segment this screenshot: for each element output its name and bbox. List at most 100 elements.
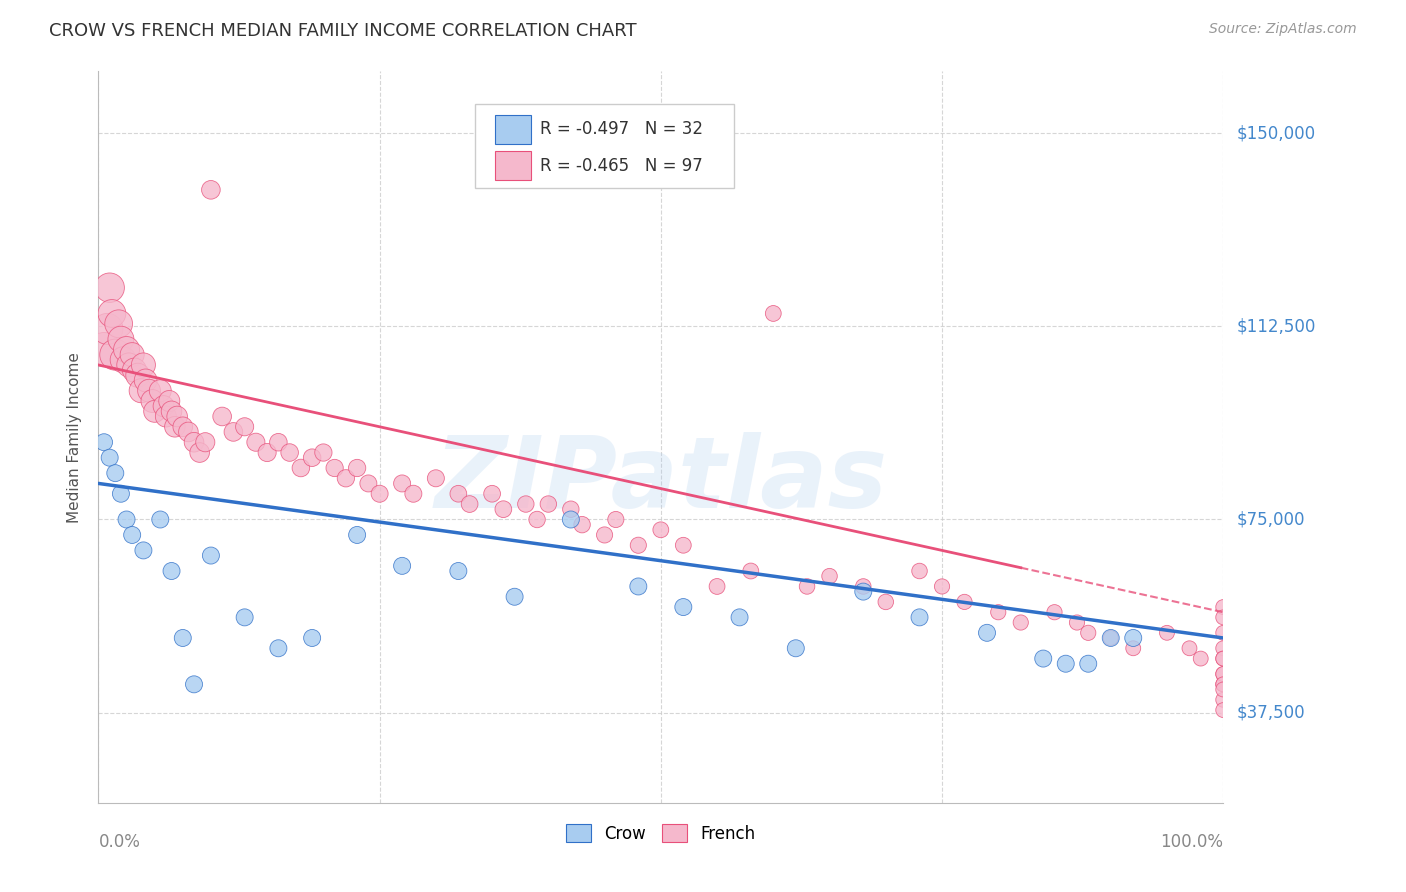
Point: [256, 445, 278, 459]
Point: [132, 543, 155, 558]
Point: [1099, 631, 1122, 645]
Point: [127, 368, 149, 383]
Point: [1043, 605, 1066, 619]
Text: $75,000: $75,000: [1237, 510, 1306, 528]
Point: [537, 497, 560, 511]
Point: [1212, 667, 1234, 681]
Point: [908, 564, 931, 578]
Point: [762, 306, 785, 320]
Point: [98, 450, 121, 465]
Text: ZIPatlas: ZIPatlas: [434, 433, 887, 530]
Point: [1077, 625, 1099, 640]
Point: [267, 641, 290, 656]
Point: [183, 677, 205, 691]
Point: [368, 487, 391, 501]
Point: [101, 306, 124, 320]
Point: [526, 512, 548, 526]
Point: [481, 487, 503, 501]
Point: [290, 461, 312, 475]
Point: [110, 332, 132, 346]
Point: [107, 317, 129, 331]
Point: [233, 419, 256, 434]
Point: [605, 512, 627, 526]
Point: [335, 471, 357, 485]
Point: [118, 358, 141, 372]
Point: [160, 404, 183, 418]
Point: [149, 512, 172, 526]
Point: [129, 384, 152, 398]
Point: [818, 569, 841, 583]
Point: [172, 419, 194, 434]
Point: [1156, 625, 1178, 640]
Point: [1122, 641, 1144, 656]
Point: [908, 610, 931, 624]
Point: [1212, 677, 1234, 691]
Text: $150,000: $150,000: [1237, 124, 1316, 142]
Point: [312, 445, 335, 459]
Point: [121, 348, 143, 362]
Point: [323, 461, 346, 475]
Text: R = -0.465   N = 97: R = -0.465 N = 97: [540, 156, 703, 175]
Point: [93, 435, 115, 450]
Point: [135, 373, 157, 387]
Point: [503, 590, 526, 604]
Point: [200, 549, 222, 563]
Text: $112,500: $112,500: [1237, 318, 1316, 335]
FancyBboxPatch shape: [495, 151, 531, 180]
Point: [1212, 682, 1234, 697]
Point: [346, 461, 368, 475]
Point: [104, 348, 127, 362]
Point: [1212, 600, 1234, 615]
Point: [1178, 641, 1201, 656]
Point: [200, 183, 222, 197]
Point: [458, 497, 481, 511]
Point: [1032, 651, 1054, 665]
Point: [1212, 667, 1234, 681]
Point: [152, 399, 174, 413]
Point: [1212, 641, 1234, 656]
Point: [560, 502, 582, 516]
Point: [124, 363, 146, 377]
Point: [267, 435, 290, 450]
Point: [852, 584, 875, 599]
Point: [931, 579, 953, 593]
Point: [110, 487, 132, 501]
Point: [1212, 625, 1234, 640]
Point: [1189, 651, 1212, 665]
Point: [346, 528, 368, 542]
Point: [425, 471, 447, 485]
Point: [492, 502, 515, 516]
Point: [728, 610, 751, 624]
Text: CROW VS FRENCH MEDIAN FAMILY INCOME CORRELATION CHART: CROW VS FRENCH MEDIAN FAMILY INCOME CORR…: [49, 22, 637, 40]
Point: [391, 558, 413, 573]
Point: [1212, 610, 1234, 624]
Point: [166, 409, 188, 424]
Point: [447, 564, 470, 578]
Point: [627, 538, 650, 552]
Text: 100.0%: 100.0%: [1160, 833, 1223, 851]
Point: [560, 512, 582, 526]
Point: [301, 450, 323, 465]
Point: [194, 435, 217, 450]
Point: [1212, 703, 1234, 717]
Point: [1054, 657, 1077, 671]
Point: [188, 445, 211, 459]
Point: [402, 487, 425, 501]
Point: [1010, 615, 1032, 630]
Point: [852, 579, 875, 593]
Point: [650, 523, 672, 537]
Point: [1077, 657, 1099, 671]
Point: [1212, 651, 1234, 665]
Point: [301, 631, 323, 645]
FancyBboxPatch shape: [475, 104, 734, 188]
Point: [571, 517, 593, 532]
Point: [222, 425, 245, 439]
Point: [132, 358, 155, 372]
Legend: Crow, French: Crow, French: [560, 818, 762, 849]
Point: [115, 512, 138, 526]
Point: [953, 595, 976, 609]
Point: [672, 600, 695, 615]
Point: [1099, 631, 1122, 645]
Point: [1122, 631, 1144, 645]
Point: [740, 564, 762, 578]
